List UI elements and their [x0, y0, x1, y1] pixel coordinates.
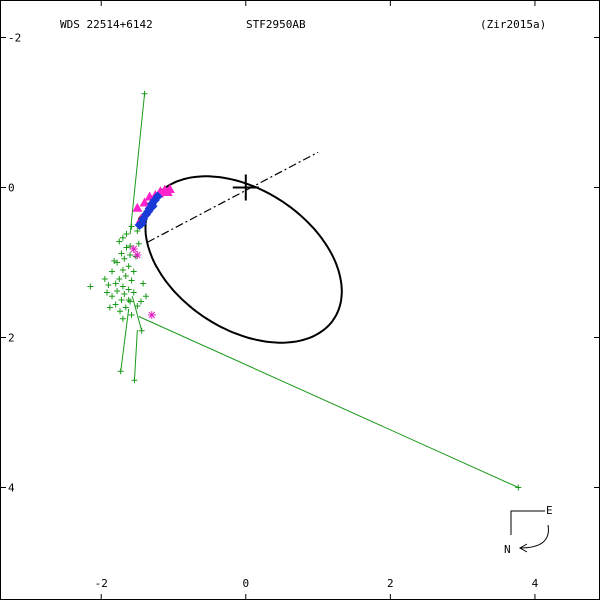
compass-frame — [510, 510, 545, 535]
observation-points — [87, 90, 522, 491]
residual-line — [129, 93, 146, 235]
y-tick-label: -2 — [8, 32, 21, 45]
compass-east-label: E — [546, 504, 553, 517]
compass-rotation-arrow — [519, 524, 549, 549]
x-tick-label: 4 — [532, 577, 539, 590]
speckle-point — [132, 202, 143, 212]
magenta-star-point — [133, 251, 141, 259]
residual-line — [138, 316, 519, 488]
x-tick-label: 0 — [242, 577, 249, 590]
residual-line — [120, 308, 130, 372]
header-pair-name: STF2950AB — [246, 18, 306, 31]
header-wds-id: WDS 22514+6142 — [60, 18, 153, 31]
speckle-point — [162, 187, 173, 196]
magenta-star-point — [130, 245, 138, 253]
header-reference: (Zir2015a) — [480, 18, 546, 31]
y-tick-label: 2 — [8, 332, 15, 345]
y-tick-label: 4 — [8, 482, 15, 495]
interferometric-point — [152, 191, 163, 202]
residual-line — [133, 329, 138, 381]
apsides-line — [147, 151, 319, 243]
compass-north-label: N — [504, 543, 511, 556]
x-tick-label: -2 — [95, 577, 108, 590]
interferometric-point — [147, 201, 158, 212]
interferometric-point — [136, 218, 147, 229]
magenta-star-point — [148, 311, 156, 319]
y-tick-label: 0 — [8, 182, 15, 195]
residual-line — [131, 296, 143, 331]
residual-lines — [120, 93, 519, 488]
compass-arrow-head — [518, 543, 528, 553]
x-tick-label: 2 — [387, 577, 394, 590]
compass: E N — [504, 504, 553, 556]
